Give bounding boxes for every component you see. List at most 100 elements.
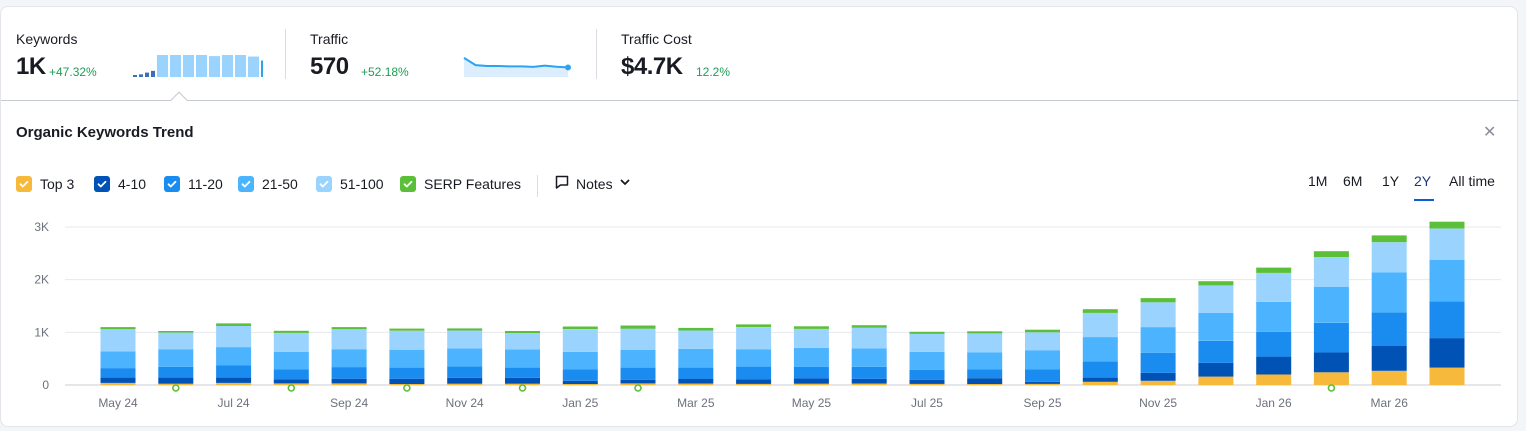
notes-dropdown[interactable]: Notes <box>554 171 631 197</box>
bar-segment <box>562 351 598 370</box>
bar-segment <box>851 366 887 379</box>
checkbox-icon <box>238 176 254 192</box>
bar-segment <box>1429 301 1465 339</box>
event-marker <box>287 384 296 392</box>
keywords-metric[interactable]: Keywords 1K +47.32% <box>16 7 276 101</box>
bar-segment <box>273 369 309 380</box>
bar-segment <box>851 327 887 349</box>
comment-icon <box>554 174 570 195</box>
bar-segment <box>678 383 714 385</box>
x-tick-label: Nov 25 <box>1139 396 1177 410</box>
metrics-row: Keywords 1K +47.32% Traffic 570 +52.18% … <box>1 7 1519 109</box>
sparkline-bar <box>248 56 259 77</box>
legend-item-4-10[interactable]: 4-10 <box>94 171 146 197</box>
bar-segment <box>216 382 252 385</box>
checkbox-icon <box>94 176 110 192</box>
bar-segment <box>909 369 945 380</box>
legend-item-51-100[interactable]: 51-100 <box>316 171 384 197</box>
bar-segment <box>1198 362 1234 377</box>
metric-label: Traffic Cost <box>621 31 692 47</box>
bar-segment <box>1256 356 1292 375</box>
sparkline-bar <box>222 55 233 77</box>
bar-segment <box>562 369 598 381</box>
metric-divider <box>596 29 597 79</box>
metric-value: 1K <box>16 53 46 80</box>
bar-segment <box>100 382 136 385</box>
bar-segment <box>736 327 772 350</box>
checkbox-icon <box>400 176 416 192</box>
bar-segment <box>1140 372 1176 381</box>
bar-segment <box>1429 228 1465 260</box>
bar-segment <box>620 367 656 380</box>
bar-segment <box>678 330 714 349</box>
bar-segment <box>1429 259 1465 302</box>
bar-segment <box>447 328 483 331</box>
bar-segment <box>620 379 656 384</box>
traffic-metric[interactable]: Traffic 570 +52.18% <box>310 7 580 101</box>
x-tick-label: Jan 26 <box>1256 396 1292 410</box>
bar-segment <box>1313 257 1349 287</box>
bar-segment <box>331 383 367 385</box>
legend-item-serp-features[interactable]: SERP Features <box>400 171 521 197</box>
bar-segment <box>1025 381 1060 384</box>
range-1m[interactable]: 1M <box>1308 173 1328 189</box>
bar-segment <box>1140 327 1176 353</box>
keywords-sparkline <box>133 55 263 77</box>
range-6m[interactable]: 6M <box>1343 173 1363 189</box>
bar-segment <box>505 377 540 384</box>
legend-item-11-20[interactable]: 11-20 <box>164 171 223 197</box>
bar-segment <box>1429 367 1465 385</box>
sparkline-bar <box>133 75 137 77</box>
bar-segment <box>447 366 483 378</box>
bar-segment <box>620 349 656 368</box>
bar-segment <box>678 327 714 331</box>
metric-value: 570 <box>310 53 349 80</box>
chevron-down-icon <box>619 175 631 193</box>
bar-segment <box>909 333 945 352</box>
panel-title: Organic Keywords Trend <box>16 124 194 141</box>
bar-segment <box>100 377 136 383</box>
sparkline-bar <box>196 55 207 77</box>
event-marker <box>634 384 642 392</box>
bar-segment <box>273 351 309 370</box>
metric-divider <box>285 29 286 79</box>
event-marker <box>1327 384 1336 392</box>
bar-segment <box>447 377 483 384</box>
bar-segment <box>1313 372 1349 385</box>
bar-segment <box>389 349 425 368</box>
bar-segment <box>909 331 945 334</box>
bar-segment <box>967 333 1003 353</box>
sparkline-bar <box>145 72 149 77</box>
bar-segment <box>1140 352 1176 373</box>
bar-segment <box>736 366 772 380</box>
y-tick-label: 2K <box>34 273 49 287</box>
bar-segment <box>678 367 714 379</box>
close-icon[interactable]: ✕ <box>1483 124 1497 141</box>
bar-segment <box>793 378 829 384</box>
traffic-cost-metric[interactable]: Traffic Cost $4.7K 12.2% <box>621 7 821 101</box>
bar-segment <box>1371 346 1407 371</box>
range-2y[interactable]: 2Y <box>1414 173 1432 189</box>
bar-segment <box>100 351 136 369</box>
bar-segment <box>331 367 367 379</box>
bar-segment <box>1025 332 1060 351</box>
checkbox-icon <box>316 176 332 192</box>
bar-segment <box>1198 285 1234 313</box>
sparkline-bar <box>157 55 168 77</box>
range-all-time[interactable]: All time <box>1449 173 1495 189</box>
metric-label: Keywords <box>16 31 78 47</box>
bar-segment <box>851 378 887 384</box>
range-1y[interactable]: 1Y <box>1382 173 1400 189</box>
bar-segment <box>273 330 309 333</box>
bar-segment <box>1198 376 1234 385</box>
legend-item-top-3[interactable]: Top 3 <box>16 171 74 197</box>
bar-segment <box>1256 267 1292 273</box>
bar-segment <box>331 327 367 330</box>
bar-segment <box>793 383 829 385</box>
bar-segment <box>736 379 772 384</box>
bar-segment <box>273 379 309 384</box>
legend-item-21-50[interactable]: 21-50 <box>238 171 298 197</box>
bar-segment <box>678 348 714 368</box>
x-tick-label: May 25 <box>792 396 832 410</box>
checkbox-icon <box>16 176 32 192</box>
